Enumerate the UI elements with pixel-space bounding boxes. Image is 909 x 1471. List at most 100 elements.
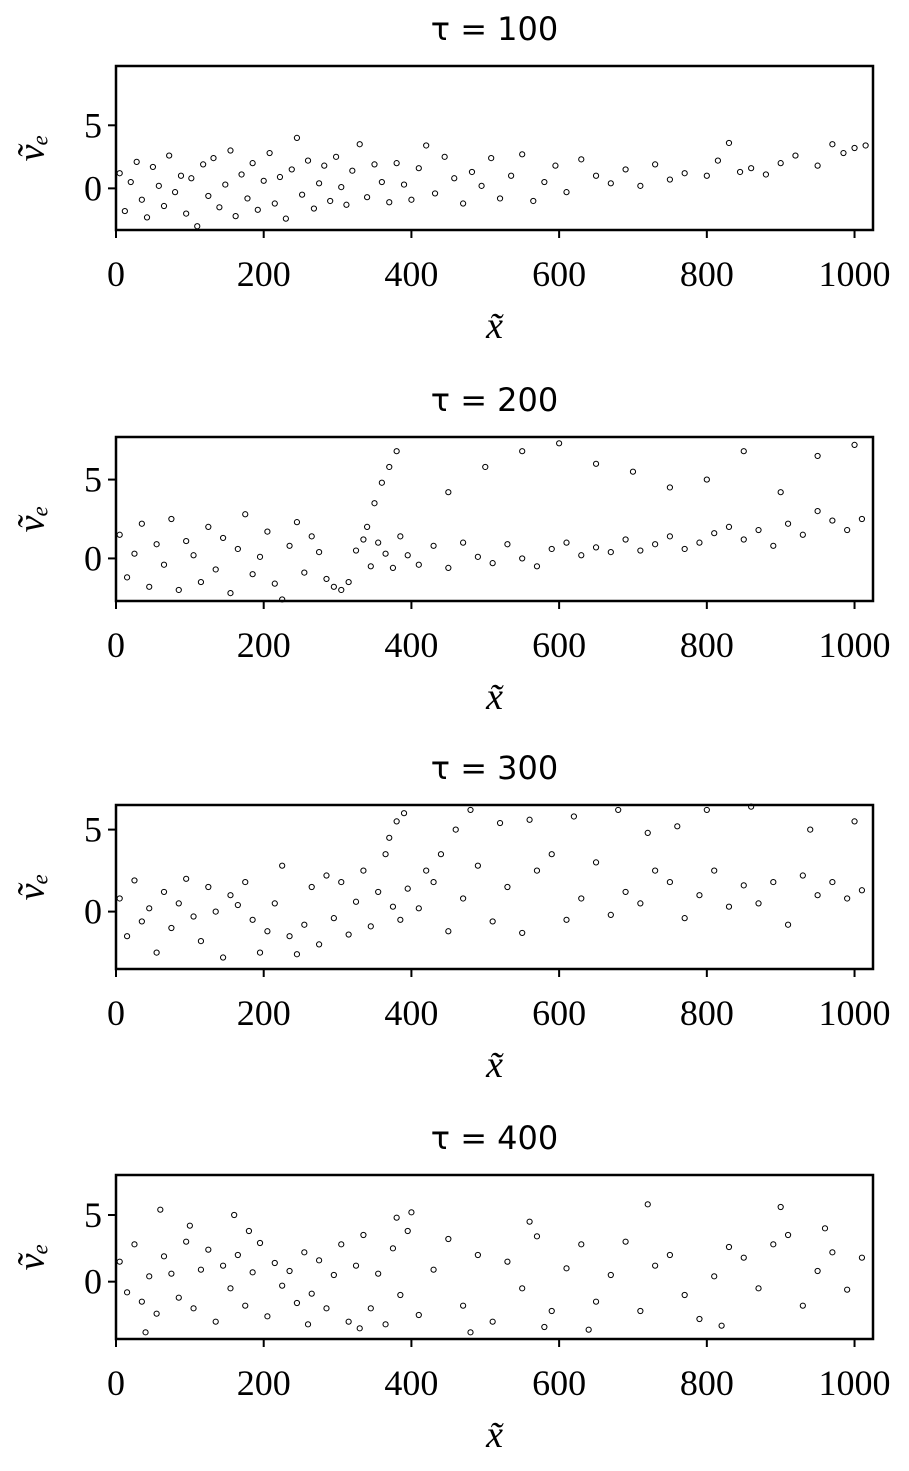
point <box>360 867 367 874</box>
point <box>445 1235 452 1243</box>
point <box>168 924 175 932</box>
x-tick-label: 200 <box>237 254 291 294</box>
point <box>378 178 385 186</box>
point <box>219 1262 227 1269</box>
y-axis-label: ṽₑ <box>11 1244 53 1271</box>
point <box>637 547 644 554</box>
point <box>740 1254 747 1261</box>
point <box>637 1307 644 1315</box>
point <box>844 1286 851 1293</box>
x-tick-label: 200 <box>237 993 291 1033</box>
point <box>725 139 733 147</box>
point <box>578 552 585 559</box>
point <box>423 867 430 874</box>
point <box>212 566 219 573</box>
point <box>116 1258 123 1265</box>
point <box>183 1238 190 1245</box>
point <box>755 526 762 534</box>
x-tick-label: 1000 <box>819 1363 891 1403</box>
point <box>146 583 153 590</box>
point <box>266 149 273 157</box>
point <box>286 1267 293 1275</box>
point <box>563 539 570 546</box>
point <box>242 878 249 886</box>
point <box>356 1325 363 1332</box>
x-tick-label: 800 <box>680 993 734 1033</box>
point <box>227 590 234 597</box>
point <box>249 571 256 578</box>
point <box>431 190 439 197</box>
point <box>430 878 437 886</box>
point <box>186 1222 193 1229</box>
point <box>286 542 293 549</box>
point <box>245 1227 253 1235</box>
point <box>666 1251 674 1259</box>
point <box>563 189 570 196</box>
point <box>452 826 459 833</box>
point <box>264 1313 271 1320</box>
point <box>249 160 256 167</box>
point <box>703 806 710 814</box>
point <box>681 915 688 922</box>
point <box>352 1262 360 1269</box>
x-tick-label: 800 <box>680 1363 734 1403</box>
point <box>563 916 570 923</box>
point <box>851 441 858 448</box>
point <box>460 539 467 546</box>
point <box>315 180 323 187</box>
point <box>526 816 533 823</box>
point <box>323 872 330 879</box>
axes-frame <box>114 803 875 971</box>
point <box>227 147 234 154</box>
point <box>445 564 452 571</box>
point <box>622 1238 629 1245</box>
point <box>367 1305 374 1312</box>
point <box>168 515 175 523</box>
point <box>666 176 674 183</box>
point <box>219 534 227 542</box>
point <box>519 1285 526 1292</box>
point <box>160 888 168 896</box>
point <box>116 531 123 538</box>
x-tick-label: 800 <box>680 254 734 294</box>
x-axis-label: x̃ <box>485 1044 505 1086</box>
point <box>777 489 784 496</box>
point <box>592 859 600 866</box>
point <box>315 941 323 948</box>
point <box>637 900 644 907</box>
point <box>829 1249 836 1256</box>
point <box>127 178 134 186</box>
point <box>578 895 585 902</box>
point <box>271 200 278 207</box>
point <box>393 448 400 455</box>
point <box>149 163 157 171</box>
point <box>840 149 847 157</box>
point <box>460 200 467 207</box>
point <box>821 1225 829 1232</box>
point <box>386 834 393 841</box>
point <box>345 931 352 938</box>
point <box>807 826 814 833</box>
point <box>138 918 145 925</box>
panel-title: τ = 400 <box>431 1119 559 1157</box>
point <box>131 877 138 884</box>
point <box>310 205 318 212</box>
x-tick-label: 400 <box>384 254 438 294</box>
point <box>784 520 792 527</box>
point <box>367 563 374 570</box>
point <box>762 171 770 178</box>
x-tick-label: 0 <box>107 254 125 294</box>
point <box>143 214 151 221</box>
point <box>814 508 821 515</box>
y-tick-label: 0 <box>84 1262 102 1302</box>
point <box>468 168 476 176</box>
point <box>478 182 485 189</box>
point <box>519 929 526 937</box>
point <box>397 533 404 540</box>
point <box>338 184 345 191</box>
point <box>415 561 422 568</box>
point <box>496 819 504 827</box>
point <box>607 549 614 556</box>
point <box>194 223 201 230</box>
y-tick-label: 5 <box>84 810 102 850</box>
